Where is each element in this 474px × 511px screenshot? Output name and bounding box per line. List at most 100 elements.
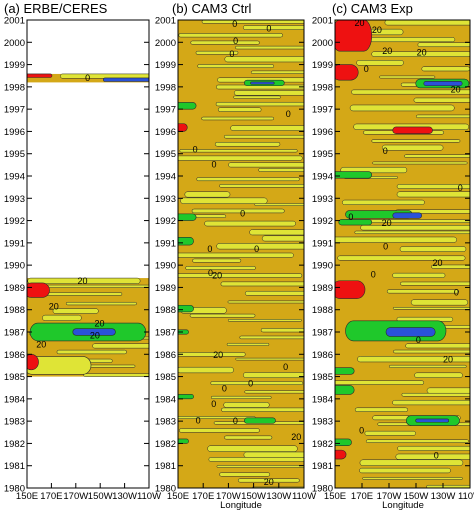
plot-frame	[177, 19, 305, 489]
contour-label: 20	[49, 302, 59, 312]
contour-band	[204, 220, 296, 227]
y-tick-label: 1981	[4, 461, 25, 472]
contour-band	[401, 392, 470, 397]
y-tick-label: 1980	[312, 484, 333, 495]
contour-band	[210, 381, 304, 385]
contour-band	[233, 90, 304, 96]
panel-cam3-exp: (c) CAM3 Exp Longitude 20020202000202000…	[312, 1, 474, 511]
contour-band	[219, 472, 271, 477]
contour-band	[178, 273, 303, 278]
contour-label: 20	[443, 354, 453, 364]
contour-band	[227, 319, 302, 322]
contour-band	[414, 372, 463, 378]
contour-band	[421, 66, 470, 72]
contour-band	[180, 197, 268, 205]
anomaly-red	[27, 73, 53, 78]
contour-band	[215, 101, 304, 107]
contour-band	[396, 184, 470, 189]
contour-label: 0	[383, 146, 388, 156]
contour-band	[400, 281, 470, 286]
contour-band	[192, 258, 242, 263]
contour-band	[356, 60, 404, 66]
contour-label: 20	[36, 340, 46, 350]
anomaly-green	[178, 394, 194, 400]
plot-area: 20 0 20 20 20 0 0 20 20 0 0 20 0 0 0 0 20 0	[335, 20, 470, 488]
contour-band	[397, 445, 470, 451]
y-tick-label: 1985	[4, 372, 25, 383]
contour-band	[223, 402, 270, 408]
anomaly-red	[335, 449, 347, 460]
contour-labels: 20 0 20 20 20 0 0 20 20 0 0 20 0 0 0 0 20 0	[348, 20, 462, 460]
contour-band	[185, 266, 256, 270]
panel-cam3-ctrl: (b) CAM3 Ctrl Longitude 0000002002020000…	[155, 1, 316, 511]
y-tick-label: 1998	[4, 82, 25, 93]
anomaly-red	[335, 280, 366, 299]
contour-band	[226, 342, 270, 346]
y-tick-label: 1981	[155, 461, 176, 472]
contour-band	[233, 95, 281, 99]
contour-band	[371, 51, 470, 57]
contour-band	[178, 33, 283, 38]
plot-frame	[334, 19, 471, 489]
y-tick-label: 1984	[4, 394, 25, 405]
contour-band	[351, 89, 470, 95]
contour-band	[416, 114, 470, 119]
panel-c-xlabel: Longitude	[382, 500, 424, 511]
y-tick-label: 1985	[312, 372, 333, 383]
contour-band	[227, 300, 304, 304]
contour-band	[196, 177, 300, 182]
panel-b-title: (b) CAM3 Ctrl	[172, 1, 252, 16]
contour-band	[386, 289, 460, 294]
contour-band	[230, 125, 304, 131]
y-tick-label: 1993	[155, 194, 176, 205]
anomaly-blue	[385, 327, 436, 337]
anomaly-green	[178, 329, 189, 335]
anomaly-blue	[103, 77, 149, 82]
contour-labels: 20 20 20 20 20 0	[36, 73, 104, 349]
contour-band	[359, 467, 451, 474]
contour-band	[249, 229, 304, 236]
contour-band	[190, 40, 260, 45]
y-tick-label: 1997	[312, 105, 333, 116]
contour-band	[221, 407, 304, 412]
anomaly-blue	[250, 81, 275, 85]
contour-band	[228, 162, 304, 168]
contour-label: 0	[85, 73, 90, 83]
contour-label: 20	[90, 331, 100, 341]
contour-band	[431, 264, 470, 269]
anomaly-blue	[423, 80, 463, 87]
y-tick-label: 1992	[4, 216, 25, 227]
y-tick-label: 1988	[155, 305, 176, 316]
x-tick-label: 110W	[458, 491, 474, 502]
contour-label: 20	[382, 218, 392, 228]
contour-band	[178, 155, 303, 161]
x-tick-label: 170W	[63, 491, 88, 502]
y-tick-label: 1992	[312, 216, 333, 227]
contour-band	[417, 42, 470, 48]
y-tick-label: 1993	[312, 194, 333, 205]
contour-band	[389, 364, 467, 368]
y-tick-label: 1987	[312, 328, 333, 339]
contour-band	[195, 50, 239, 55]
contour-label: 20	[291, 432, 301, 442]
y-tick-label: 1998	[155, 82, 176, 93]
contour-band	[201, 20, 304, 24]
contour-band	[342, 199, 425, 205]
contour-label: 20	[212, 270, 222, 280]
contour-label: 20	[433, 258, 443, 268]
contour-band	[426, 387, 470, 394]
anomaly-red	[392, 126, 433, 134]
contour-band	[337, 255, 466, 261]
contour-band	[217, 107, 262, 112]
contour-band	[362, 477, 463, 480]
contour-band	[413, 97, 470, 103]
contour-band	[261, 235, 304, 242]
contour-label: 0	[229, 49, 234, 59]
y-tick-label: 1990	[4, 261, 25, 272]
contour-band	[46, 284, 149, 288]
y-tick-label: 1999	[155, 60, 176, 71]
anomaly-red	[335, 20, 373, 52]
y-tick-label: 1997	[155, 105, 176, 116]
